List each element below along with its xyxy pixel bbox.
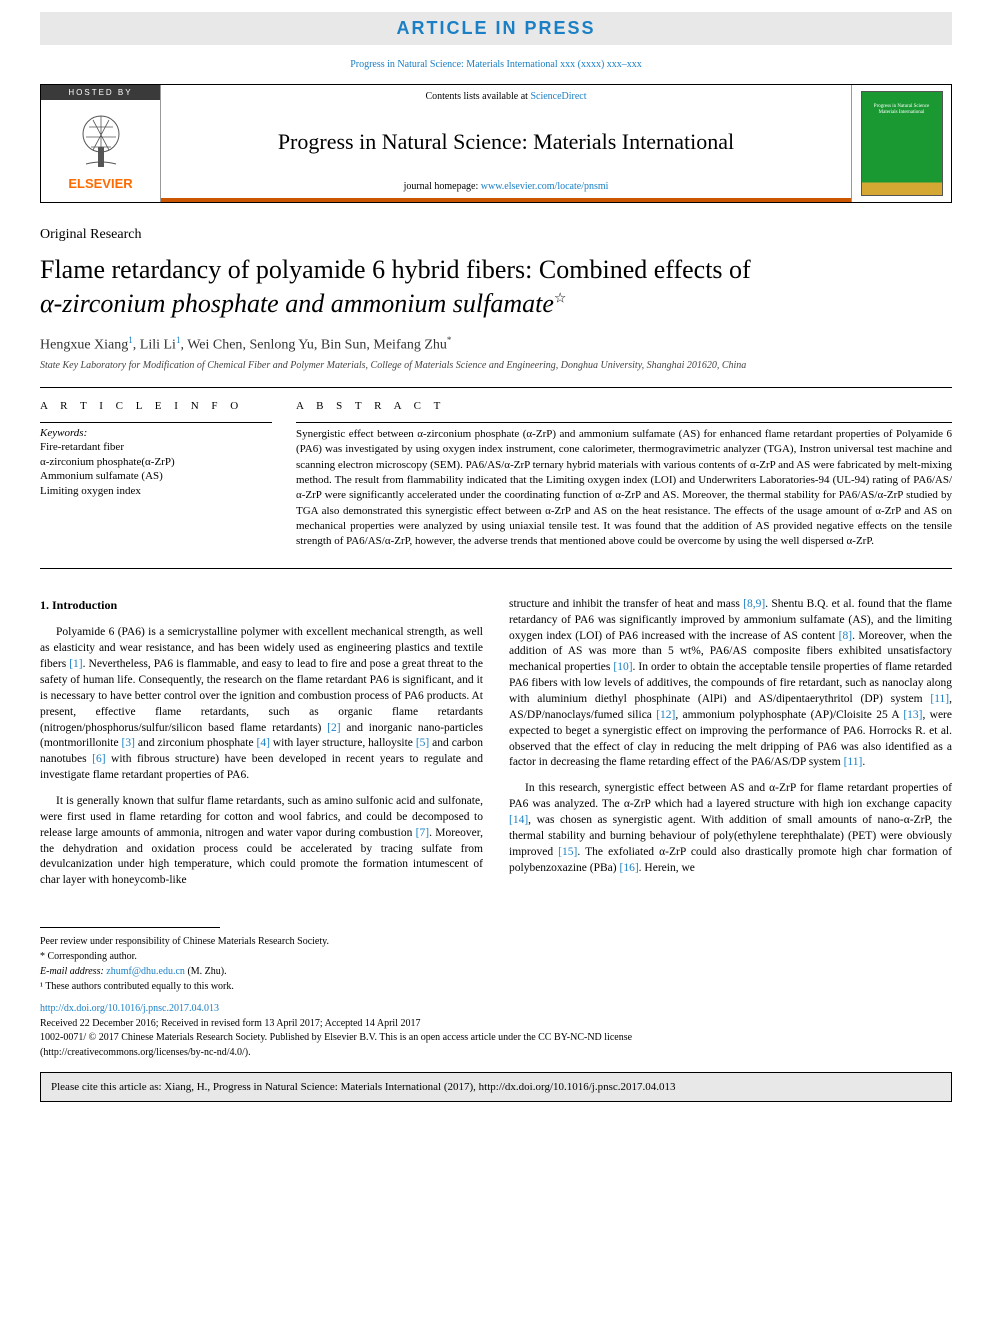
citation-link[interactable]: [4] bbox=[257, 737, 270, 749]
citation-link[interactable]: [1] bbox=[69, 658, 82, 670]
author: Meifang Zhu bbox=[373, 337, 446, 352]
equal-contribution-note: ¹ These authors contributed equally to t… bbox=[40, 979, 952, 994]
contents-prefix: Contents lists available at bbox=[425, 91, 530, 102]
journal-reference: Progress in Natural Science: Materials I… bbox=[0, 45, 992, 84]
cover-block: Progress in Natural Science Materials In… bbox=[851, 85, 951, 202]
citation-link[interactable]: [10] bbox=[613, 661, 632, 673]
homepage-line: journal homepage: www.elsevier.com/locat… bbox=[404, 181, 609, 192]
journal-name: Progress in Natural Science: Materials I… bbox=[278, 129, 734, 155]
doi-link[interactable]: http://dx.doi.org/10.1016/j.pnsc.2017.04… bbox=[40, 1003, 219, 1014]
homepage-link[interactable]: www.elsevier.com/locate/pnsmi bbox=[481, 181, 609, 192]
copyright-line: 1002-0071/ © 2017 Chinese Materials Rese… bbox=[40, 1032, 632, 1043]
title-line2-text: α-zirconium phosphate and ammonium sulfa… bbox=[40, 289, 554, 318]
keywords-label: Keywords: bbox=[40, 427, 272, 439]
citation-link[interactable]: [3] bbox=[122, 737, 135, 749]
article-title: Flame retardancy of polyamide 6 hybrid f… bbox=[40, 253, 952, 321]
right-column: structure and inhibit the transfer of he… bbox=[509, 597, 952, 899]
left-column: 1. Introduction Polyamide 6 (PA6) is a s… bbox=[40, 597, 483, 899]
intro-paragraph-3: structure and inhibit the transfer of he… bbox=[509, 597, 952, 771]
hosted-by-label: HOSTED BY bbox=[41, 85, 160, 100]
affiliation: State Key Laboratory for Modification of… bbox=[40, 359, 952, 373]
footnote-rule bbox=[40, 927, 220, 928]
citation-link[interactable]: [6] bbox=[92, 753, 105, 765]
received-line: Received 22 December 2016; Received in r… bbox=[40, 1018, 420, 1029]
peer-review-note: Peer review under responsibility of Chin… bbox=[40, 934, 952, 949]
article-info-column: A R T I C L E I N F O Keywords: Fire-ret… bbox=[40, 388, 290, 568]
citation-link[interactable]: [5] bbox=[416, 737, 429, 749]
article-body: Original Research Flame retardancy of po… bbox=[0, 203, 992, 909]
cover-title-line2: Materials International bbox=[879, 110, 925, 116]
elsevier-logo: ELSEVIER bbox=[41, 100, 160, 202]
author-mark: 1 bbox=[128, 335, 133, 345]
elsevier-tree-icon bbox=[71, 112, 131, 172]
abstract-text: Synergistic effect between α-zirconium p… bbox=[296, 427, 952, 550]
article-type: Original Research bbox=[40, 227, 952, 243]
email-link[interactable]: zhumf@dhu.edu.cn bbox=[106, 966, 185, 977]
keyword-item: Fire-retardant fiber bbox=[40, 440, 272, 455]
info-abstract-row: A R T I C L E I N F O Keywords: Fire-ret… bbox=[40, 387, 952, 569]
cc-url-line: (http://creativecommons.org/licenses/by-… bbox=[40, 1047, 251, 1058]
citation-link[interactable]: [14] bbox=[509, 814, 528, 826]
citation-link[interactable]: [16] bbox=[620, 862, 639, 874]
homepage-prefix: journal homepage: bbox=[404, 181, 481, 192]
corresponding-note: * Corresponding author. bbox=[40, 949, 952, 964]
article-in-press-banner: ARTICLE IN PRESS bbox=[40, 12, 952, 45]
abstract-header: A B S T R A C T bbox=[296, 400, 952, 412]
citation-link[interactable]: [11] bbox=[930, 693, 949, 705]
keyword-item: Ammonium sulfamate (AS) bbox=[40, 469, 272, 484]
citation-link[interactable]: [13] bbox=[903, 709, 922, 721]
citation-link[interactable]: [8,9] bbox=[743, 598, 765, 610]
author: Wei Chen bbox=[187, 337, 242, 352]
contents-line: Contents lists available at ScienceDirec… bbox=[425, 91, 586, 102]
citation-link[interactable]: [15] bbox=[558, 846, 577, 858]
citation-link[interactable]: [7] bbox=[416, 827, 429, 839]
author-mark: * bbox=[447, 335, 452, 345]
keyword-item: Limiting oxygen index bbox=[40, 484, 272, 499]
journal-header: HOSTED BY ELSEVIER Contents lists availa… bbox=[40, 84, 952, 203]
doi-block: http://dx.doi.org/10.1016/j.pnsc.2017.04… bbox=[0, 994, 992, 1062]
author: Lili Li bbox=[140, 337, 176, 352]
author: Bin Sun bbox=[321, 337, 367, 352]
intro-paragraph-1: Polyamide 6 (PA6) is a semicrystalline p… bbox=[40, 625, 483, 784]
abstract-column: A B S T R A C T Synergistic effect betwe… bbox=[290, 388, 952, 568]
email-suffix: (M. Zhu). bbox=[185, 966, 227, 977]
keywords-list: Fire-retardant fiberα-zirconium phosphat… bbox=[40, 440, 272, 499]
citation-link[interactable]: [8] bbox=[839, 630, 852, 642]
title-star-icon: ☆ bbox=[554, 291, 567, 306]
elsevier-wordmark: ELSEVIER bbox=[68, 176, 132, 191]
email-note: E-mail address: zhumf@dhu.edu.cn (M. Zhu… bbox=[40, 964, 952, 979]
journal-center-block: Contents lists available at ScienceDirec… bbox=[161, 85, 851, 202]
intro-paragraph-2: It is generally known that sulfur flame … bbox=[40, 794, 483, 889]
cite-box: Please cite this article as: Xiang, H., … bbox=[40, 1072, 952, 1102]
citation-link[interactable]: [2] bbox=[327, 722, 340, 734]
title-line1: Flame retardancy of polyamide 6 hybrid f… bbox=[40, 255, 751, 284]
citation-link[interactable]: [11] bbox=[844, 756, 863, 768]
author-mark: 1 bbox=[176, 335, 181, 345]
citation-link[interactable]: [12] bbox=[656, 709, 675, 721]
intro-header: 1. Introduction bbox=[40, 597, 483, 614]
article-info-header: A R T I C L E I N F O bbox=[40, 400, 272, 412]
footnotes: Peer review under responsibility of Chin… bbox=[0, 934, 992, 994]
main-text-columns: 1. Introduction Polyamide 6 (PA6) is a s… bbox=[40, 597, 952, 899]
abstract-rule bbox=[296, 422, 952, 423]
publisher-block: HOSTED BY ELSEVIER bbox=[41, 85, 161, 202]
keyword-item: α-zirconium phosphate(α-ZrP) bbox=[40, 455, 272, 470]
author: Hengxue Xiang bbox=[40, 337, 128, 352]
email-label: E-mail address: bbox=[40, 966, 106, 977]
authors-list: Hengxue Xiang1, Lili Li1, Wei Chen, Senl… bbox=[40, 335, 952, 354]
intro-paragraph-4: In this research, synergistic effect bet… bbox=[509, 781, 952, 876]
info-rule bbox=[40, 422, 272, 423]
author: Senlong Yu bbox=[249, 337, 313, 352]
sciencedirect-link[interactable]: ScienceDirect bbox=[530, 91, 586, 102]
title-line2: α-zirconium phosphate and ammonium sulfa… bbox=[40, 289, 554, 318]
journal-cover-image: Progress in Natural Science Materials In… bbox=[861, 91, 943, 196]
